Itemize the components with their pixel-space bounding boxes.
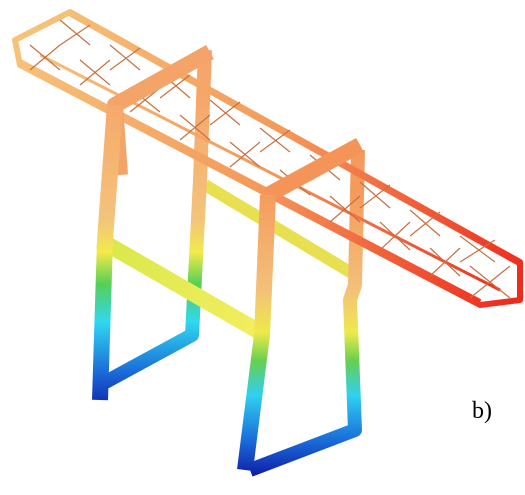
cross-beam — [96, 233, 269, 342]
truss-beam — [12, 9, 523, 308]
portal-top-2 — [264, 137, 364, 203]
rear-leg-1 — [96, 49, 212, 392]
figure-label: b) — [472, 398, 492, 424]
front-leg-1 — [92, 104, 123, 401]
tie-beam — [201, 179, 359, 281]
front-leg-2 — [237, 194, 276, 471]
